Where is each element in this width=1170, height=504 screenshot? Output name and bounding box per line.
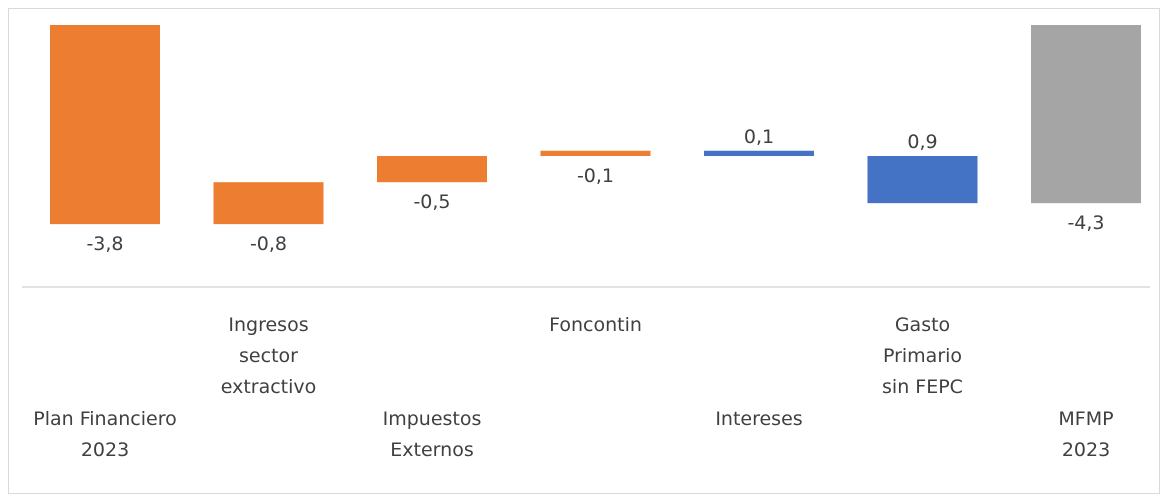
value-label-2: -0,8 — [250, 233, 287, 255]
category-label-6-line-2: Primario — [883, 345, 962, 367]
bar-4 — [540, 150, 651, 156]
category-label-3-line-1: Impuestos — [383, 408, 482, 430]
category-label-7-line-1: MFMP — [1058, 408, 1113, 430]
bar-5 — [704, 150, 814, 156]
category-label-2-line-1: Ingresos — [228, 314, 308, 336]
category-label-2-line-2: sector — [239, 345, 298, 367]
category-label-4-line-1: Foncontin — [549, 314, 642, 336]
value-label-6: 0,9 — [907, 131, 937, 153]
bars-group — [50, 25, 1141, 225]
category-label-6-line-1: Gasto — [895, 314, 950, 336]
category-label-3-line-2: Externos — [390, 439, 473, 461]
value-label-1: -3,8 — [86, 233, 123, 255]
category-labels-group: Plan Financiero 2023 Ingresos sector extract… — [33, 314, 1113, 461]
bar-2 — [213, 182, 324, 225]
bar-7 — [1031, 25, 1141, 204]
value-label-3: -0,5 — [413, 191, 450, 213]
category-label-7-line-2: 2023 — [1062, 439, 1110, 461]
category-label-1-line-2: 2023 — [81, 439, 129, 461]
category-label-5-line-1: Intereses — [715, 408, 802, 430]
value-label-5: 0,1 — [744, 126, 774, 148]
chart-frame — [8, 8, 1160, 494]
bar-6 — [867, 156, 978, 204]
bar-1 — [50, 25, 160, 225]
value-labels-group: -3,8 -0,8 -0,5 -0,1 0,1 0,9 -4,3 — [86, 126, 1104, 255]
bar-3 — [377, 156, 487, 183]
category-label-1-line-1: Plan Financiero — [33, 408, 176, 430]
value-label-7: -4,3 — [1067, 212, 1104, 234]
value-label-4: -0,1 — [577, 165, 614, 187]
category-label-6-line-3: sin FEPC — [882, 376, 963, 398]
category-label-2-line-3: extractivo — [221, 376, 317, 398]
